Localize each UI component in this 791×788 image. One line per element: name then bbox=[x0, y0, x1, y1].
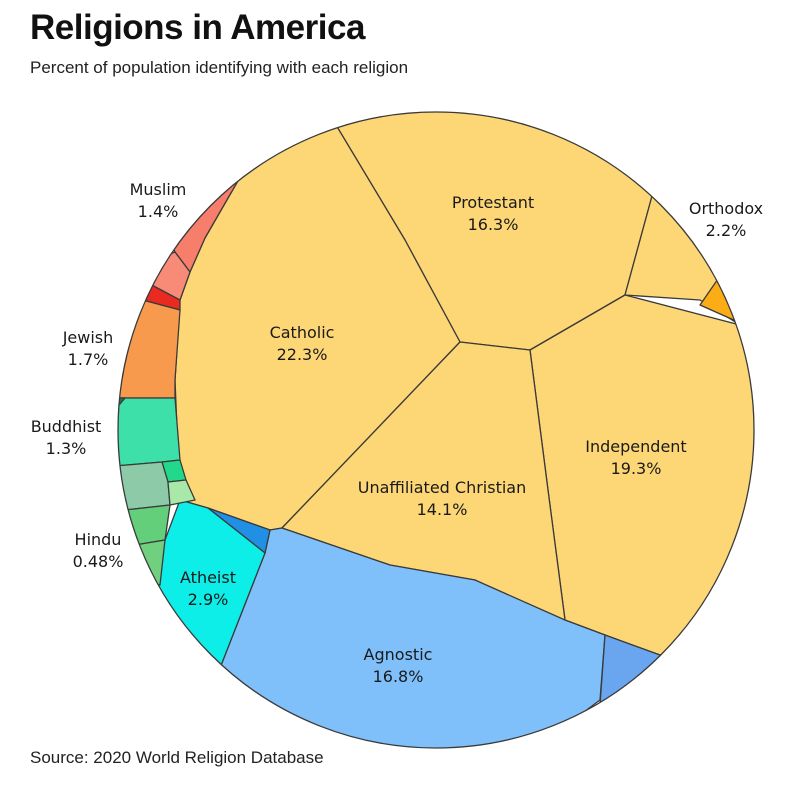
label-hindu-value: 0.48% bbox=[73, 552, 124, 571]
cell-buddhist-17 bbox=[118, 397, 126, 411]
label-atheist-name: Atheist bbox=[180, 568, 236, 587]
label-unaffiliated-christian-name: Unaffiliated Christian bbox=[358, 478, 527, 497]
chart-title: Religions in America bbox=[30, 8, 365, 47]
label-jewish-value: 1.7% bbox=[68, 350, 109, 369]
label-muslim-name: Muslim bbox=[130, 180, 187, 199]
cell-jewish-13 bbox=[118, 297, 181, 399]
label-catholic-value: 22.3% bbox=[277, 345, 328, 364]
label-independent-value: 19.3% bbox=[611, 459, 662, 478]
chart-subtitle: Percent of population identifying with e… bbox=[30, 58, 409, 77]
label-agnostic-value: 16.8% bbox=[373, 667, 424, 686]
label-orthodox-value: 2.2% bbox=[706, 221, 747, 240]
label-protestant-name: Protestant bbox=[452, 193, 534, 212]
label-muslim-value: 1.4% bbox=[138, 202, 179, 221]
label-jewish-name: Jewish bbox=[62, 328, 114, 347]
label-hindu-name: Hindu bbox=[75, 530, 122, 549]
cell-buddhist-14 bbox=[118, 397, 181, 467]
cell-hindu-18 bbox=[167, 479, 196, 506]
label-buddhist-name: Buddhist bbox=[31, 417, 102, 436]
cell-hindu-20 bbox=[134, 539, 166, 586]
label-catholic-name: Catholic bbox=[270, 323, 335, 342]
label-buddhist-value: 1.3% bbox=[46, 439, 87, 458]
label-protestant-value: 16.3% bbox=[468, 215, 519, 234]
label-agnostic-name: Agnostic bbox=[364, 645, 433, 664]
chart-source: Source: 2020 World Religion Database bbox=[30, 748, 324, 767]
cell-hindu-19 bbox=[124, 504, 171, 546]
label-orthodox-name: Orthodox bbox=[689, 199, 763, 218]
label-independent-name: Independent bbox=[585, 437, 686, 456]
label-unaffiliated-christian-value: 14.1% bbox=[417, 500, 468, 519]
chart-outline bbox=[117, 111, 755, 749]
label-atheist-value: 2.9% bbox=[188, 590, 229, 609]
